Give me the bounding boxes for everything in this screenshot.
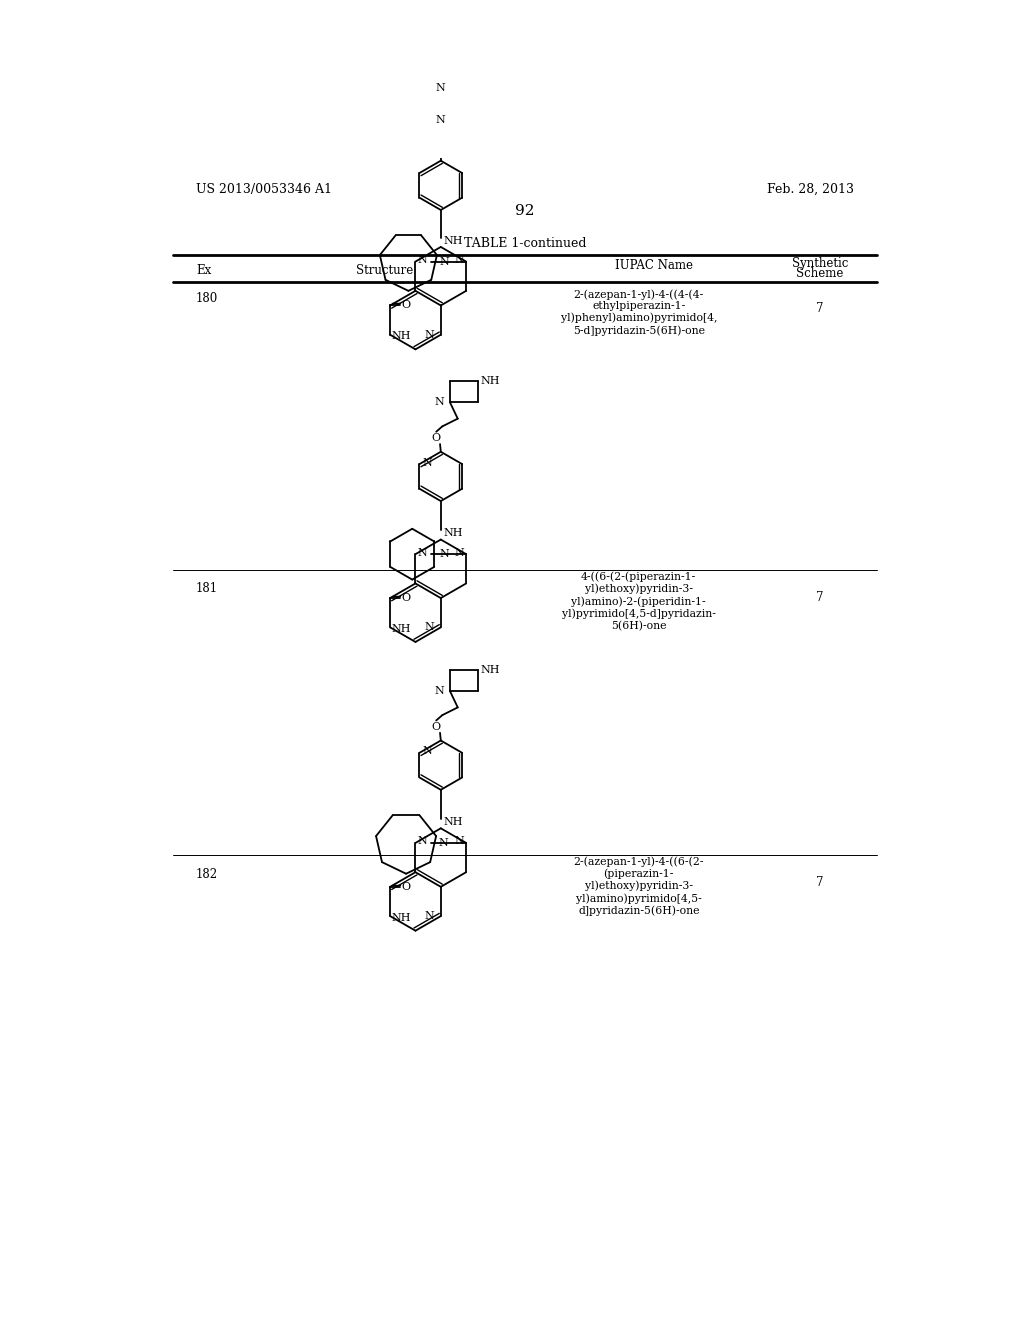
Text: O: O — [432, 722, 440, 731]
Text: N: N — [455, 548, 465, 557]
Text: N: N — [436, 83, 445, 92]
Text: NH: NH — [391, 912, 412, 923]
Text: N: N — [434, 397, 443, 408]
Text: O: O — [432, 433, 440, 444]
Text: NH: NH — [443, 528, 463, 539]
Text: TABLE 1-continued: TABLE 1-continued — [464, 236, 586, 249]
Text: 180: 180 — [196, 292, 218, 305]
Text: N: N — [438, 838, 449, 847]
Text: 182: 182 — [196, 869, 218, 880]
Text: N: N — [425, 622, 434, 632]
Text: 7: 7 — [816, 591, 823, 603]
Text: IUPAC Name: IUPAC Name — [615, 259, 693, 272]
Text: 181: 181 — [196, 582, 218, 594]
Text: NH: NH — [391, 331, 412, 342]
Text: N: N — [439, 549, 449, 560]
Text: 2-(azepan-1-yl)-4-((4-(4-
ethylpiperazin-1-
yl)phenyl)amino)pyrimido[4,
5-d]pyri: 2-(azepan-1-yl)-4-((4-(4- ethylpiperazin… — [560, 289, 717, 335]
Text: Feb. 28, 2013: Feb. 28, 2013 — [767, 182, 854, 195]
Text: NH: NH — [480, 665, 500, 675]
Text: N: N — [455, 837, 465, 846]
Text: N: N — [425, 911, 434, 921]
Text: NH: NH — [443, 236, 463, 246]
Text: N: N — [417, 837, 427, 846]
Text: Scheme: Scheme — [796, 268, 844, 280]
Text: N: N — [417, 255, 427, 265]
Text: N: N — [455, 255, 465, 265]
Text: N: N — [439, 256, 449, 267]
Text: N: N — [436, 115, 445, 125]
Text: N: N — [423, 746, 432, 756]
Text: O: O — [401, 593, 410, 603]
Text: O: O — [401, 301, 410, 310]
Text: Ex: Ex — [196, 264, 211, 277]
Text: 7: 7 — [816, 302, 823, 315]
Text: 92: 92 — [515, 203, 535, 218]
Text: 4-((6-(2-(piperazin-1-
yl)ethoxy)pyridin-3-
yl)amino)-2-(piperidin-1-
yl)pyrimid: 4-((6-(2-(piperazin-1- yl)ethoxy)pyridin… — [562, 572, 716, 631]
Text: O: O — [401, 882, 410, 892]
Text: N: N — [425, 330, 434, 339]
Text: 7: 7 — [816, 875, 823, 888]
Text: US 2013/0053346 A1: US 2013/0053346 A1 — [196, 182, 332, 195]
Text: Synthetic: Synthetic — [792, 257, 848, 271]
Text: NH: NH — [443, 817, 463, 828]
Text: Structure: Structure — [356, 264, 414, 277]
Text: N: N — [434, 686, 443, 696]
Text: NH: NH — [391, 624, 412, 634]
Text: N: N — [417, 548, 427, 557]
Text: 2-(azepan-1-yl)-4-((6-(2-
(piperazin-1-
yl)ethoxy)pyridin-3-
yl)amino)pyrimido[4: 2-(azepan-1-yl)-4-((6-(2- (piperazin-1- … — [573, 857, 705, 916]
Text: N: N — [423, 458, 432, 467]
Text: NH: NH — [480, 376, 500, 385]
